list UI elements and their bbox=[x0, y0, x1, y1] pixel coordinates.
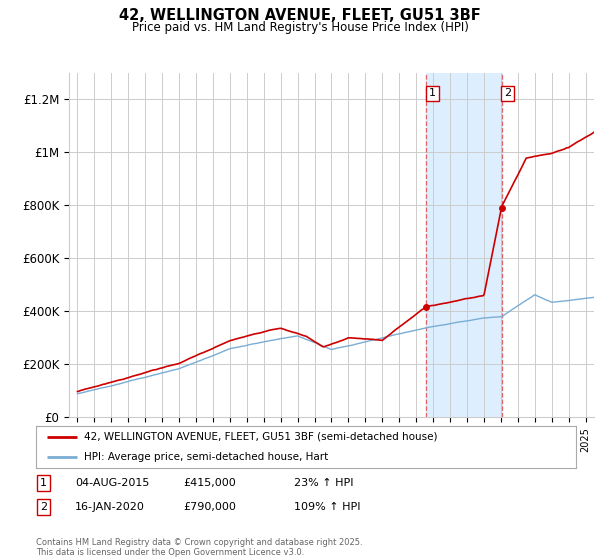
Text: 42, WELLINGTON AVENUE, FLEET, GU51 3BF: 42, WELLINGTON AVENUE, FLEET, GU51 3BF bbox=[119, 8, 481, 24]
Text: 2: 2 bbox=[504, 88, 511, 99]
Text: Price paid vs. HM Land Registry's House Price Index (HPI): Price paid vs. HM Land Registry's House … bbox=[131, 21, 469, 34]
Text: 109% ↑ HPI: 109% ↑ HPI bbox=[294, 502, 361, 512]
Text: £790,000: £790,000 bbox=[183, 502, 236, 512]
Text: 2: 2 bbox=[40, 502, 47, 512]
Text: 1: 1 bbox=[40, 478, 47, 488]
Bar bbox=[427, 73, 502, 417]
Text: 16-JAN-2020: 16-JAN-2020 bbox=[75, 502, 145, 512]
Text: 42, WELLINGTON AVENUE, FLEET, GU51 3BF (semi-detached house): 42, WELLINGTON AVENUE, FLEET, GU51 3BF (… bbox=[83, 432, 437, 442]
Text: 23% ↑ HPI: 23% ↑ HPI bbox=[294, 478, 353, 488]
Text: £415,000: £415,000 bbox=[183, 478, 236, 488]
Text: Contains HM Land Registry data © Crown copyright and database right 2025.
This d: Contains HM Land Registry data © Crown c… bbox=[36, 538, 362, 557]
Text: HPI: Average price, semi-detached house, Hart: HPI: Average price, semi-detached house,… bbox=[83, 452, 328, 462]
Text: 04-AUG-2015: 04-AUG-2015 bbox=[75, 478, 149, 488]
Text: 1: 1 bbox=[429, 88, 436, 99]
